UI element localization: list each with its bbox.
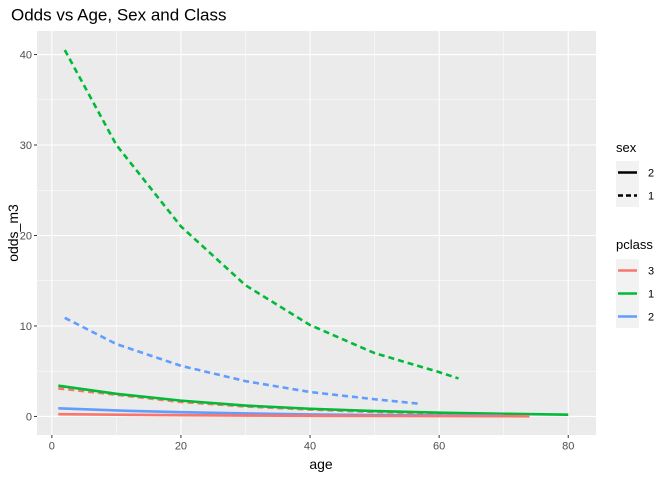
legend-pclass-label-1: 1 [648, 289, 654, 301]
series-layer [58, 49, 569, 418]
x-tick-label: 80 [562, 441, 574, 453]
y-tick-label: 30 [20, 140, 32, 152]
legend-sex-label-2: 2 [648, 168, 654, 180]
y-tick-label: 40 [20, 50, 32, 62]
legend-pclass-label-2: 2 [648, 312, 654, 324]
y-axis: 0 10 20 30 40 [20, 50, 37, 423]
legend-pclass-title: pclass [616, 237, 653, 252]
x-tick-label: 20 [175, 441, 187, 453]
x-tick-label: 40 [304, 441, 316, 453]
legend-sex-label-1: 1 [648, 191, 654, 203]
x-axis-title: age [309, 456, 333, 472]
x-axis: 0 20 40 60 80 [49, 435, 574, 453]
series-line-sex1-pclass1 [63, 49, 459, 380]
y-axis-title: odds_m3 [5, 204, 21, 262]
legend-pclass: pclass 3 1 2 [616, 237, 654, 328]
chart-title: Odds vs Age, Sex and Class [11, 6, 226, 25]
minor-gridlines [37, 31, 596, 435]
x-tick-label: 60 [433, 441, 445, 453]
legend-sex: sex 2 1 [616, 140, 654, 207]
legend-sex-title: sex [616, 140, 637, 155]
plot-panel [37, 31, 596, 435]
x-tick-label: 0 [49, 441, 55, 453]
series-line-sex2-pclass1 [58, 384, 569, 416]
legend-pclass-label-3: 3 [648, 266, 654, 278]
y-tick-label: 10 [20, 321, 32, 333]
series-line-sex2-pclass3 [58, 412, 530, 418]
y-tick-label: 0 [26, 411, 32, 423]
series-line-sex1-pclass2 [64, 316, 420, 406]
y-tick-label: 20 [20, 230, 32, 242]
